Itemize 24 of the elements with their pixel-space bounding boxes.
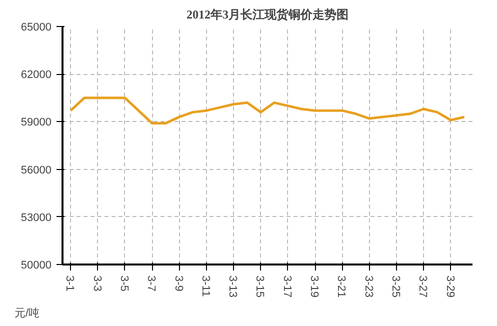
y-tick-label: 62000 [20, 69, 52, 82]
x-tick-label: 3-1 [64, 276, 76, 292]
x-tick-label: 3-9 [172, 276, 184, 292]
x-tick-label: 3-29 [444, 276, 456, 298]
y-tick-label: 53000 [20, 212, 52, 224]
x-tick-label: 3-7 [145, 276, 158, 292]
x-tick-label: 3-27 [416, 276, 429, 298]
x-tick-label: 3-13 [226, 276, 239, 298]
x-tick-label: 3-17 [280, 276, 293, 298]
x-tick-label: 3-19 [308, 276, 320, 298]
y-tick-label: 56000 [20, 164, 52, 176]
x-tick-label: 3-23 [362, 276, 374, 298]
x-tick-label: 3-25 [389, 276, 402, 298]
x-tick-label: 3-3 [90, 276, 103, 292]
y-axis-title: 元/吨 [14, 306, 40, 320]
line-series [69, 96, 466, 125]
chart-title: 2012年3月长江现货铜价走势图 [186, 8, 348, 22]
y-tick-label: 50000 [20, 260, 52, 272]
y-tick-label: 65000 [20, 22, 52, 34]
x-tick-label: 3-11 [199, 276, 212, 297]
x-tick-label: 3-21 [335, 276, 348, 298]
x-tick-label: 3-15 [254, 276, 266, 298]
x-tick-label: 3-5 [118, 276, 130, 292]
y-tick-label: 59000 [20, 116, 52, 129]
